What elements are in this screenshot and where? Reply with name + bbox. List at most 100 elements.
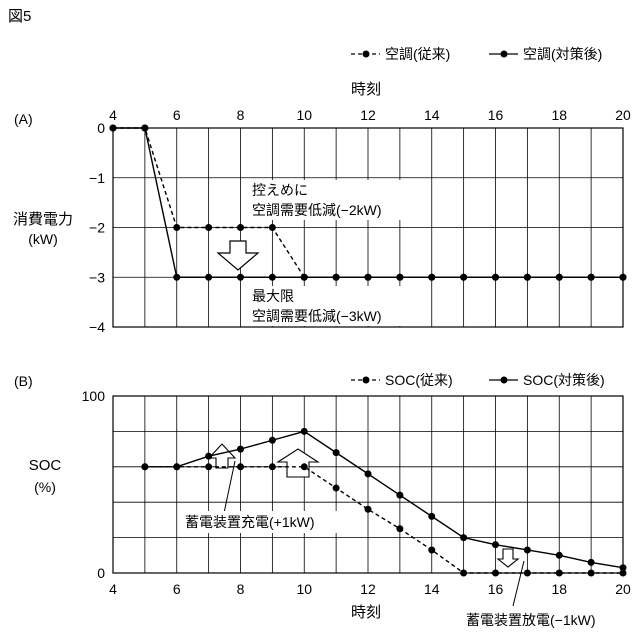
data-point bbox=[365, 506, 372, 513]
data-point bbox=[588, 559, 595, 566]
discharge-arrow-icon bbox=[498, 549, 518, 567]
reduction-arrow-icon bbox=[218, 241, 258, 270]
data-point bbox=[428, 546, 435, 553]
data-point bbox=[524, 570, 531, 577]
data-point bbox=[205, 224, 212, 231]
x-tick-label: 6 bbox=[173, 581, 181, 597]
data-point bbox=[620, 274, 627, 281]
x-tick-label: 8 bbox=[237, 581, 245, 597]
data-point bbox=[205, 463, 212, 470]
annotation-cap: 控えめに 空調需要低減(−2kW) bbox=[246, 180, 420, 220]
annotation-discharge: 蓄電装置放電(−1kW) bbox=[462, 609, 632, 631]
legend-a: 空調(従来) 空調(対策後) bbox=[351, 46, 602, 62]
data-point bbox=[556, 274, 563, 281]
annotation-max-line1: 最大限 bbox=[252, 288, 294, 304]
legend-marker-conventional bbox=[363, 51, 370, 58]
data-point bbox=[588, 274, 595, 281]
x-tick-label: 6 bbox=[173, 107, 181, 123]
data-point bbox=[110, 125, 117, 132]
data-point bbox=[269, 437, 276, 444]
legend-label-conventional: 空調(従来) bbox=[385, 46, 450, 62]
annotation-max-line2: 空調需要低減(−3kW) bbox=[252, 308, 382, 324]
data-point bbox=[492, 570, 499, 577]
annotation-cap-line1: 控えめに bbox=[252, 182, 308, 198]
y-axis-title-a-line2: (kW) bbox=[28, 231, 58, 247]
y-tick-label: 100 bbox=[82, 388, 106, 404]
x-tick-label: 20 bbox=[615, 581, 631, 597]
plot-grid-b bbox=[113, 396, 623, 573]
data-point bbox=[205, 274, 212, 281]
charge-arrow-small-icon bbox=[209, 444, 235, 468]
data-point bbox=[556, 552, 563, 559]
data-point bbox=[460, 274, 467, 281]
data-point bbox=[620, 564, 627, 571]
data-point bbox=[460, 570, 467, 577]
data-point bbox=[269, 463, 276, 470]
annotation-cap-line2: 空調需要低減(−2kW) bbox=[252, 202, 382, 218]
data-point bbox=[428, 513, 435, 520]
data-point bbox=[301, 428, 308, 435]
data-point bbox=[301, 274, 308, 281]
x-tick-label: 16 bbox=[488, 581, 504, 597]
legend-marker-countermeasure bbox=[501, 51, 508, 58]
x-tick-labels-a: 4 6 8 10 12 14 16 18 20 bbox=[109, 107, 631, 123]
legend-label-soc-conventional: SOC(従来) bbox=[385, 372, 453, 388]
annotation-discharge-text: 蓄電装置放電(−1kW) bbox=[466, 612, 596, 628]
y-tick-label: 0 bbox=[97, 565, 105, 581]
data-point bbox=[173, 463, 180, 470]
data-point bbox=[237, 274, 244, 281]
data-point bbox=[396, 274, 403, 281]
data-point bbox=[237, 224, 244, 231]
panel-label-b: (B) bbox=[14, 373, 33, 389]
data-point bbox=[588, 570, 595, 577]
y-tick-label: −4 bbox=[89, 319, 105, 335]
x-tick-label: 12 bbox=[360, 107, 376, 123]
panel-b: SOC(従来) SOC(対策後) (B) SOC (%) 時刻 46810121… bbox=[14, 372, 632, 631]
data-point bbox=[333, 274, 340, 281]
charge-leader-line bbox=[224, 461, 235, 513]
data-point bbox=[524, 274, 531, 281]
panel-a: 空調(従来) 空調(対策後) 時刻 (A) 消費電力 (kW) 46810121… bbox=[13, 46, 631, 335]
data-point bbox=[205, 453, 212, 460]
data-point bbox=[460, 534, 467, 541]
panel-label-a: (A) bbox=[14, 111, 33, 127]
data-point bbox=[141, 125, 148, 132]
data-point bbox=[333, 485, 340, 492]
x-tick-label: 16 bbox=[488, 107, 504, 123]
annotation-charge-text: 蓄電装置充電(+1kW) bbox=[185, 514, 315, 530]
legend-b: SOC(従来) SOC(対策後) bbox=[351, 372, 605, 388]
figure-label: 図5 bbox=[8, 8, 31, 25]
legend-label-countermeasure: 空調(対策後) bbox=[523, 46, 602, 62]
x-tick-label: 20 bbox=[615, 107, 631, 123]
data-point bbox=[173, 224, 180, 231]
data-point bbox=[428, 274, 435, 281]
x-tick-label: 14 bbox=[424, 107, 440, 123]
data-point bbox=[173, 274, 180, 281]
x-tick-label: 10 bbox=[296, 107, 312, 123]
y-axis-title-b-line1: SOC bbox=[29, 457, 62, 474]
y-axis-title-a-line1: 消費電力 bbox=[13, 211, 73, 228]
y-tick-label: 0 bbox=[97, 120, 105, 136]
x-tick-label: 4 bbox=[109, 107, 117, 123]
x-axis-title-b: 時刻 bbox=[351, 604, 381, 621]
annotation-max: 最大限 空調需要低減(−3kW) bbox=[246, 286, 420, 326]
data-point bbox=[492, 274, 499, 281]
legend-marker-soc-conventional bbox=[363, 377, 370, 384]
y-axis-title-b-line2: (%) bbox=[34, 479, 56, 495]
discharge-leader-line bbox=[513, 561, 524, 606]
data-point bbox=[524, 546, 531, 553]
y-tick-label: −2 bbox=[89, 220, 105, 236]
data-point bbox=[301, 463, 308, 470]
data-point bbox=[396, 525, 403, 532]
x-tick-label: 14 bbox=[424, 581, 440, 597]
data-point bbox=[365, 274, 372, 281]
x-tick-label: 8 bbox=[237, 107, 245, 123]
x-tick-label: 10 bbox=[296, 581, 312, 597]
data-point bbox=[333, 449, 340, 456]
x-tick-label: 18 bbox=[551, 107, 567, 123]
data-point bbox=[556, 570, 563, 577]
x-tick-labels-b: 468101214161820 bbox=[109, 581, 631, 597]
data-point bbox=[492, 541, 499, 548]
y-tick-labels-a: 0−1−2−3−4 bbox=[89, 120, 105, 335]
